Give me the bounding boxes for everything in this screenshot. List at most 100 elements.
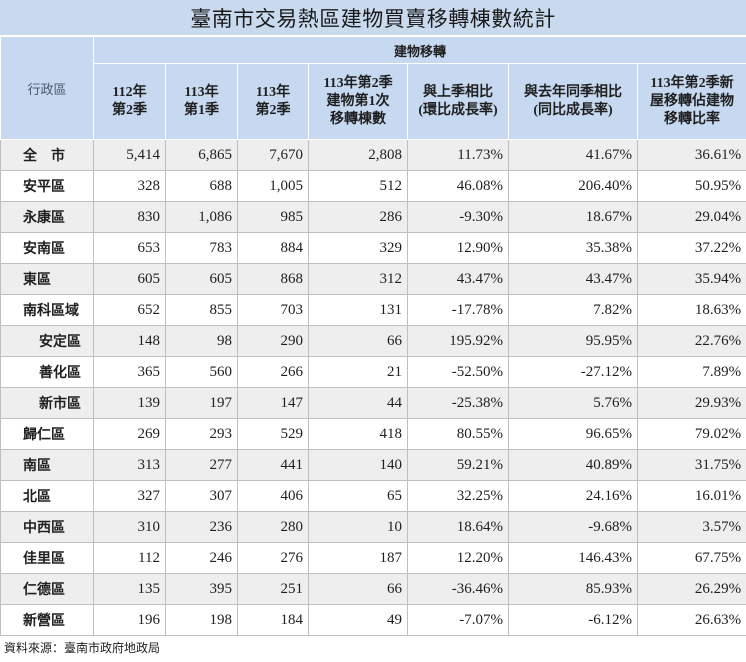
data-cell: 95.95%: [509, 326, 638, 357]
data-cell: 2,808: [309, 140, 408, 171]
data-cell: 184: [238, 605, 309, 636]
source-note: 資料來源：臺南市政府地政局: [0, 636, 746, 662]
data-cell: 280: [238, 512, 309, 543]
data-cell: 148: [94, 326, 166, 357]
data-cell: 246: [166, 543, 238, 574]
data-cell: 31.75%: [638, 450, 746, 481]
district-name-cell: 安南區: [1, 233, 94, 264]
data-cell: 196: [94, 605, 166, 636]
column-header-qoq-growth: 與上季相比 (環比成長率): [408, 64, 509, 140]
data-cell: 24.16%: [509, 481, 638, 512]
data-cell: 98: [166, 326, 238, 357]
district-column-header: 行政區: [1, 37, 94, 140]
data-cell: 855: [166, 295, 238, 326]
data-cell: 79.02%: [638, 419, 746, 450]
data-cell: 146.43%: [509, 543, 638, 574]
data-cell: -25.38%: [408, 388, 509, 419]
data-cell: 135: [94, 574, 166, 605]
data-cell: 365: [94, 357, 166, 388]
data-cell: 96.65%: [509, 419, 638, 450]
data-cell: 884: [238, 233, 309, 264]
data-cell: 830: [94, 202, 166, 233]
data-cell: 418: [309, 419, 408, 450]
column-header-113q1: 113年 第1季: [166, 64, 238, 140]
data-cell: 327: [94, 481, 166, 512]
data-cell: 21: [309, 357, 408, 388]
data-cell: 16.01%: [638, 481, 746, 512]
district-name-cell: 善化區: [1, 357, 94, 388]
data-cell: 49: [309, 605, 408, 636]
data-cell: 26.29%: [638, 574, 746, 605]
data-cell: 653: [94, 233, 166, 264]
district-name-cell: 安定區: [1, 326, 94, 357]
table-title: 臺南市交易熱區建物買賣移轉棟數統計: [0, 0, 746, 36]
data-cell: 187: [309, 543, 408, 574]
column-header-yoy-growth: 與去年同季相比 (同比成長率): [509, 64, 638, 140]
data-cell: 529: [238, 419, 309, 450]
data-cell: 12.20%: [408, 543, 509, 574]
district-name-cell: 南區: [1, 450, 94, 481]
data-cell: 512: [309, 171, 408, 202]
column-header-first-transfer: 113年第2季 建物第1次 移轉棟數: [309, 64, 408, 140]
district-name-cell: 中西區: [1, 512, 94, 543]
data-cell: 46.08%: [408, 171, 509, 202]
data-cell: 310: [94, 512, 166, 543]
data-cell: 195.92%: [408, 326, 509, 357]
data-cell: 605: [94, 264, 166, 295]
statistics-table: 行政區 建物移轉 112年 第2季 113年 第1季 113年 第2季 113年…: [0, 36, 746, 636]
district-name-cell: 歸仁區: [1, 419, 94, 450]
data-cell: 80.55%: [408, 419, 509, 450]
data-cell: 59.21%: [408, 450, 509, 481]
district-name-cell: 安平區: [1, 171, 94, 202]
data-cell: 18.64%: [408, 512, 509, 543]
district-name-cell: 永康區: [1, 202, 94, 233]
district-name-cell: 仁德區: [1, 574, 94, 605]
data-cell: 329: [309, 233, 408, 264]
data-cell: 50.95%: [638, 171, 746, 202]
data-cell: 7,670: [238, 140, 309, 171]
data-cell: 276: [238, 543, 309, 574]
data-cell: 11.73%: [408, 140, 509, 171]
data-cell: 441: [238, 450, 309, 481]
data-cell: 1,005: [238, 171, 309, 202]
data-cell: 43.47%: [408, 264, 509, 295]
column-group-header: 建物移轉: [94, 37, 746, 64]
data-cell: 44: [309, 388, 408, 419]
data-cell: 66: [309, 326, 408, 357]
district-name-cell: 新營區: [1, 605, 94, 636]
data-cell: 652: [94, 295, 166, 326]
data-cell: 688: [166, 171, 238, 202]
data-cell: -17.78%: [408, 295, 509, 326]
data-cell: 18.67%: [509, 202, 638, 233]
data-cell: 43.47%: [509, 264, 638, 295]
district-name-cell: 北區: [1, 481, 94, 512]
data-cell: 605: [166, 264, 238, 295]
data-cell: 41.67%: [509, 140, 638, 171]
data-cell: 131: [309, 295, 408, 326]
data-cell: 12.90%: [408, 233, 509, 264]
data-cell: 868: [238, 264, 309, 295]
data-cell: 1,086: [166, 202, 238, 233]
data-cell: 197: [166, 388, 238, 419]
data-cell: 67.75%: [638, 543, 746, 574]
data-cell: 65: [309, 481, 408, 512]
header-row-columns: 112年 第2季 113年 第1季 113年 第2季 113年第2季 建物第1次…: [1, 64, 746, 140]
data-cell: 26.63%: [638, 605, 746, 636]
district-name-cell: 東區: [1, 264, 94, 295]
data-cell: 32.25%: [408, 481, 509, 512]
data-cell: 40.89%: [509, 450, 638, 481]
data-cell: 36.61%: [638, 140, 746, 171]
